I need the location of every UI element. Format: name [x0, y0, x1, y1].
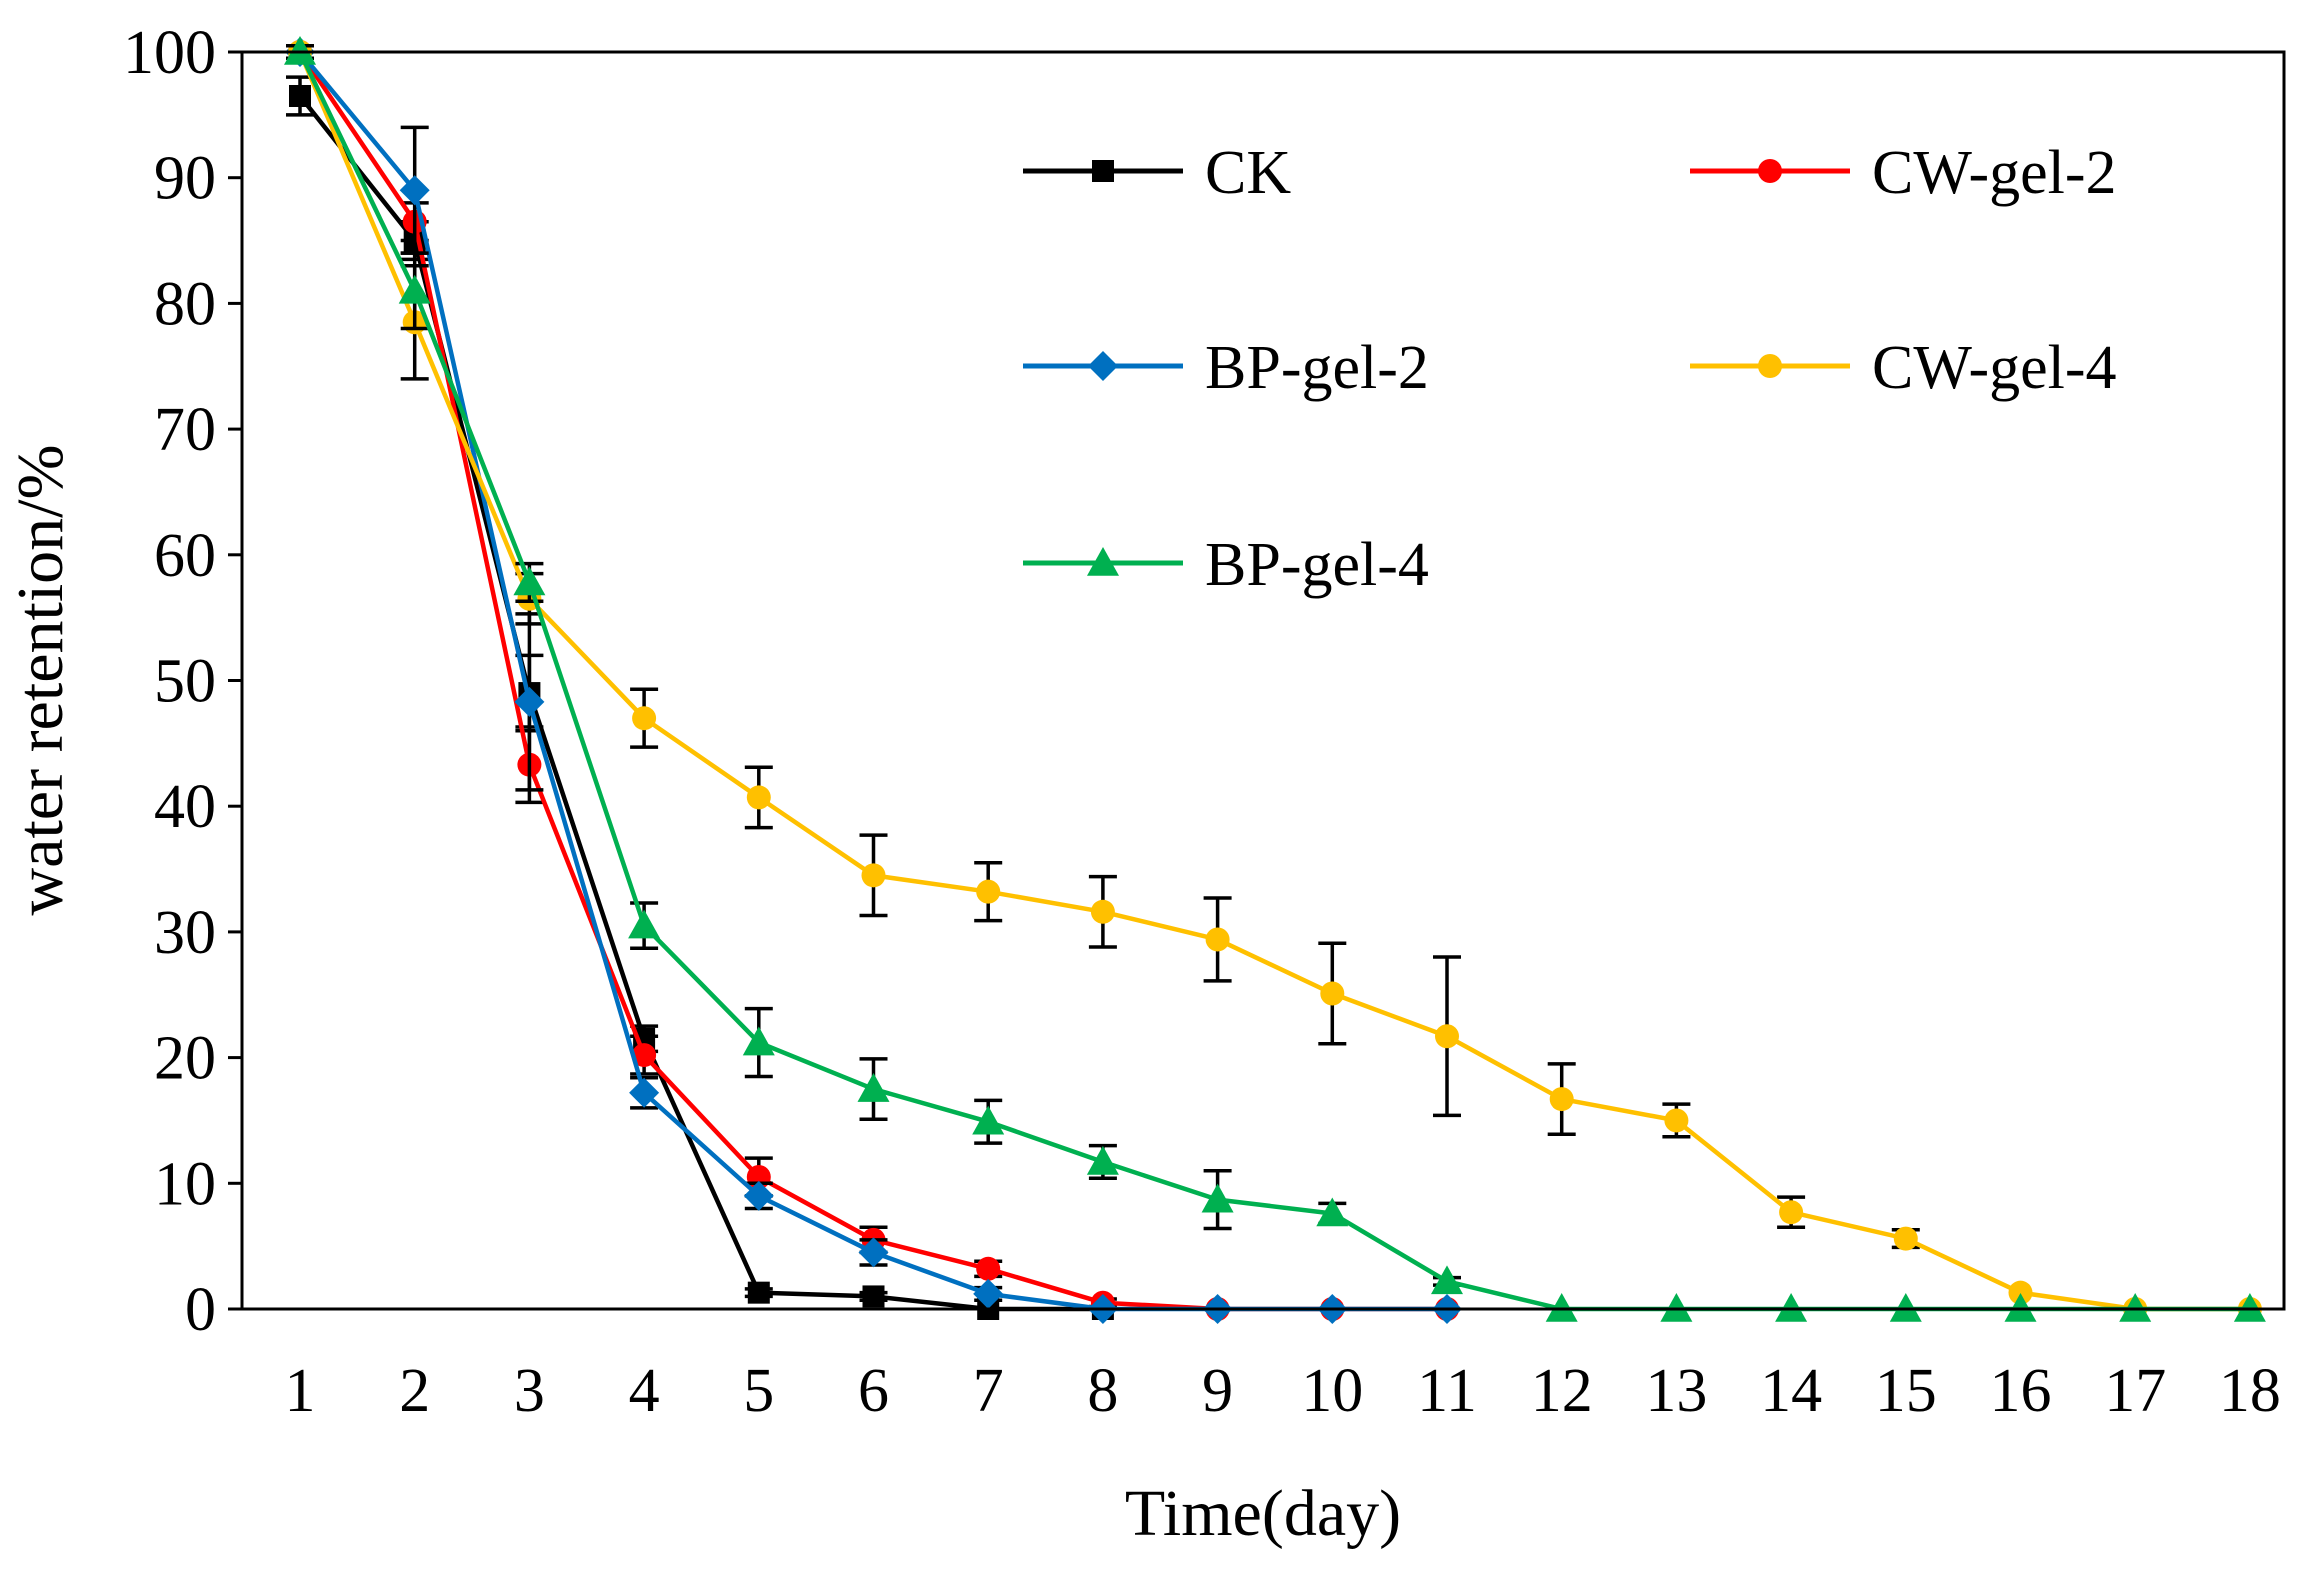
data-point: [1779, 1200, 1804, 1225]
legend-marker: [1092, 160, 1114, 182]
data-point: [858, 1237, 889, 1268]
data-point: [628, 909, 661, 939]
data-point: [1664, 1108, 1689, 1133]
y-tick-label: 50: [154, 648, 216, 716]
data-point: [976, 879, 1001, 904]
data-point: [2004, 1293, 2037, 1322]
legend-label: BP-gel-2: [1205, 334, 1429, 402]
data-point: [1889, 1293, 1922, 1322]
data-point: [1893, 1226, 1918, 1251]
data-point: [1545, 1293, 1578, 1322]
y-tick-label: 100: [123, 19, 216, 87]
data-point: [1205, 927, 1230, 952]
data-point: [976, 1256, 1001, 1281]
series-line: [297, 51, 2250, 1312]
data-point: [1316, 1197, 1349, 1227]
y-tick-label: 80: [154, 270, 216, 338]
data-point: [743, 1180, 774, 1211]
data-point: [632, 706, 657, 731]
x-tick-label: 1: [285, 1357, 316, 1425]
x-tick-label: 2: [399, 1357, 430, 1425]
legend-marker: [1758, 354, 1782, 378]
x-tick-label: 4: [629, 1357, 660, 1425]
x-tick-label: 14: [1760, 1357, 1822, 1425]
data-point: [513, 566, 546, 596]
y-tick-label: 40: [154, 773, 216, 841]
y-tick-label: 30: [154, 899, 216, 967]
legend-marker: [1087, 547, 1119, 576]
data-point: [1775, 1293, 1808, 1322]
data-point: [399, 175, 430, 206]
data-point: [1660, 1293, 1693, 1322]
data-point: [747, 1281, 770, 1304]
x-tick-label: 9: [1202, 1357, 1233, 1425]
data-point: [2233, 1293, 2266, 1322]
legend-entry: CW-gel-2: [1690, 139, 2117, 207]
legend-entry: BP-gel-2: [1023, 334, 1429, 402]
data-point: [1201, 1183, 1234, 1213]
data-point: [1086, 1145, 1119, 1175]
x-tick-label: 8: [1087, 1357, 1118, 1425]
data-point: [1435, 1024, 1459, 1049]
y-tick-label: 0: [185, 1276, 216, 1344]
y-tick-label: 10: [154, 1150, 216, 1218]
series-cw-gel-2: [286, 40, 1459, 1321]
y-axis-title: water retention/%: [4, 445, 77, 916]
x-tick-label: 18: [2219, 1357, 2281, 1425]
data-point: [857, 1073, 890, 1102]
series-bp-gel-4: [284, 36, 2266, 1322]
x-tick-label: 12: [1531, 1357, 1593, 1425]
data-point: [1090, 899, 1115, 924]
y-tick-label: 70: [154, 396, 216, 464]
legend-label: CW-gel-4: [1872, 334, 2117, 402]
x-tick-label: 3: [514, 1357, 545, 1425]
x-tick-label: 5: [743, 1357, 774, 1425]
data-point: [746, 785, 771, 810]
x-tick-label: 6: [858, 1357, 889, 1425]
legend-label: CW-gel-2: [1872, 139, 2117, 207]
data-point: [632, 1043, 657, 1068]
data-point: [2119, 1293, 2152, 1322]
legend-entry: CK: [1023, 139, 1291, 207]
plot-area-frame: [240, 50, 2286, 1311]
data-point: [284, 36, 316, 65]
data-point: [289, 84, 311, 107]
legend-entry: BP-gel-4: [1023, 531, 1429, 599]
legend-entry: CW-gel-4: [1690, 334, 2117, 402]
y-tick-label: 60: [154, 522, 216, 590]
data-point: [1431, 1265, 1463, 1295]
y-tick-label: 90: [154, 145, 216, 213]
data-point: [629, 1077, 660, 1108]
series-line: [297, 51, 2250, 1312]
x-tick-label: 17: [2104, 1357, 2166, 1425]
legend-marker: [1088, 351, 1118, 381]
x-tick-label: 15: [1875, 1357, 1937, 1425]
x-tick-label: 7: [973, 1357, 1004, 1425]
data-point: [514, 686, 545, 717]
x-tick-label: 13: [1645, 1357, 1707, 1425]
x-tick-label: 10: [1301, 1357, 1363, 1425]
data-point: [973, 1278, 1004, 1309]
legend-label: CK: [1205, 139, 1291, 207]
series-bp-gel-2: [285, 37, 1462, 1324]
data-point: [972, 1105, 1005, 1135]
series-cw-gel-4: [288, 40, 2262, 1321]
y-tick-label: 20: [154, 1025, 216, 1093]
legend-label: BP-gel-4: [1205, 531, 1429, 599]
x-axis-title: Time(day): [1125, 1477, 1401, 1550]
data-point: [1320, 981, 1345, 1006]
data-point: [742, 1026, 775, 1056]
x-tick-label: 16: [1990, 1357, 2052, 1425]
data-point: [862, 1285, 885, 1308]
data-point: [2008, 1280, 2033, 1305]
data-point: [861, 863, 886, 888]
legend: CK CW-gel-2 BP-gel-2 CW-gel-4 BP-gel-4: [1023, 139, 2117, 599]
series-group: [284, 36, 2266, 1324]
legend-marker: [1758, 159, 1782, 183]
data-point: [1549, 1087, 1574, 1112]
x-tick-label: 11: [1417, 1357, 1477, 1425]
data-point: [398, 274, 431, 304]
